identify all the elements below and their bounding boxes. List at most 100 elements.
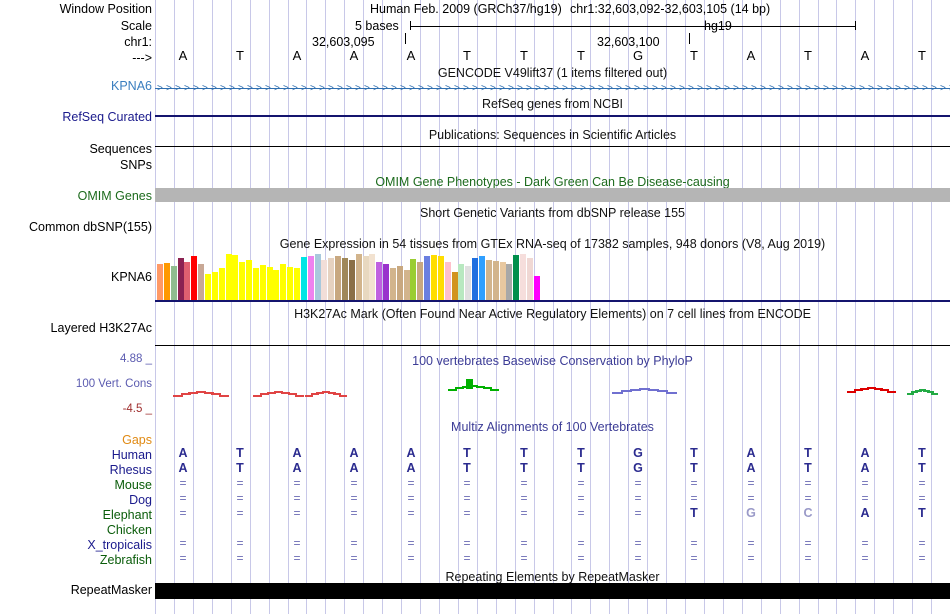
gtex-tissue-bar[interactable] [191,256,197,300]
gtex-tissue-bar[interactable] [273,270,279,300]
gtex-tissue-bar[interactable] [417,262,423,300]
label-common-dbsnp[interactable]: Common dbSNP(155) [29,220,152,234]
label-species-mouse[interactable]: Mouse [114,478,152,492]
label-layered-h3k27ac[interactable]: Layered H3K27Ac [50,321,152,335]
gtex-tissue-bar[interactable] [506,264,512,300]
gtex-tissue-bar[interactable] [534,276,540,300]
gtex-tissue-bar[interactable] [315,254,321,300]
gtex-tissue-bar[interactable] [308,256,314,300]
gtex-tissue-bar[interactable] [301,257,307,300]
gtex-tissue-bar[interactable] [356,254,362,300]
gtex-tissue-bar[interactable] [410,259,416,300]
gtex-tissue-bar[interactable] [328,258,334,300]
gtex-tissue-bar[interactable] [232,255,238,300]
publications-track-line[interactable] [155,146,950,147]
gtex-tissue-bar[interactable] [513,255,519,300]
gtex-tissue-bar[interactable] [369,254,375,300]
label-species-chicken[interactable]: Chicken [106,523,152,537]
gencode-kpna6-transcript[interactable]: > > > > > > > > > > > > > > > > > > > > > > > > > > > > > > > > > > > > > > > >… [155,83,950,94]
gtex-tissue-bar[interactable] [219,268,225,300]
conservation-segment[interactable] [305,389,347,397]
gtex-tissue-bar[interactable] [239,262,245,300]
gtex-tissue-bar[interactable] [383,264,389,300]
repeatmasker-track-title[interactable]: Repeating Elements by RepeatMasker [445,570,660,584]
gtex-tissue-bar[interactable] [157,264,163,300]
multiz-row[interactable]: = = = = = = = = = T G C A T [155,506,950,521]
gtex-tissue-bar[interactable] [280,264,286,300]
phylop-track-title[interactable]: 100 vertebrates Basewise Conservation by… [412,354,693,368]
gtex-tissue-bar[interactable] [397,266,403,300]
gtex-bar-chart[interactable] [155,252,950,300]
gtex-tissue-bar[interactable] [205,274,211,300]
gtex-tissue-bar[interactable] [472,258,478,300]
gtex-tissue-bar[interactable] [486,260,492,300]
gtex-tissue-bar[interactable] [431,255,437,300]
gtex-tissue-bar[interactable] [335,256,341,300]
gtex-tissue-bar[interactable] [520,254,526,300]
conservation-segment[interactable] [612,386,677,394]
label-100-vert-cons[interactable]: 100 Vert. Cons [75,378,152,390]
conservation-segment[interactable] [253,389,304,397]
gtex-tissue-bar[interactable] [342,258,348,300]
multiz-row[interactable]: = = = = = = = = = = = = = = [155,491,950,506]
label-species-rhesus[interactable]: Rhesus [109,463,152,477]
gtex-tissue-bar[interactable] [253,268,259,300]
gtex-tissue-bar[interactable] [294,268,300,300]
gtex-tissue-bar[interactable] [260,265,266,300]
gtex-tissue-bar[interactable] [363,256,369,300]
gtex-tissue-bar[interactable] [349,260,355,300]
multiz-track-title[interactable]: Multiz Alignments of 100 Vertebrates [451,420,654,434]
multiz-row[interactable]: = = = = = = = = = = = = = = [155,476,950,491]
h3k27ac-track-title[interactable]: H3K27Ac Mark (Often Found Near Active Re… [294,307,811,321]
gtex-tissue-bar[interactable] [500,262,506,300]
phylop-conservation-wiggle[interactable] [155,348,950,414]
label-species-zebrafish[interactable]: Zebrafish [99,553,152,567]
gtex-track-title[interactable]: Gene Expression in 54 tissues from GTEx … [279,237,826,251]
label-sequences[interactable]: Sequences [89,142,152,156]
gtex-tissue-bar[interactable] [493,261,499,300]
gtex-tissue-bar[interactable] [404,270,410,300]
conservation-segment[interactable] [847,385,896,393]
conservation-peak-block[interactable] [466,379,473,389]
label-gtex-kpna6[interactable]: KPNA6 [111,270,152,284]
track-data-area[interactable]: Human Feb. 2009 (GRCh37/hg19) chr1:32,60… [155,0,950,614]
refseq-track-line[interactable] [155,115,950,117]
gtex-tissue-bar[interactable] [424,256,430,300]
gencode-track-title[interactable]: GENCODE V49lift37 (1 items filtered out) [437,66,668,80]
label-repeatmasker[interactable]: RepeatMasker [70,583,152,597]
gtex-tissue-bar[interactable] [438,256,444,300]
label-gencode-kpna6[interactable]: KPNA6 [111,79,152,93]
gtex-tissue-bar[interactable] [164,263,170,300]
conservation-segment[interactable] [173,389,229,397]
label-refseq-curated[interactable]: RefSeq Curated [62,110,152,124]
label-species-human[interactable]: Human [111,448,152,462]
label-species-elephant[interactable]: Elephant [102,508,152,522]
gtex-tissue-bar[interactable] [246,260,252,300]
multiz-row[interactable] [155,521,950,536]
gtex-tissue-bar[interactable] [390,268,396,300]
label-snps[interactable]: SNPs [120,158,152,172]
multiz-row[interactable]: = = = = = = = = = = = = = = [155,551,950,566]
omim-track-title[interactable]: OMIM Gene Phenotypes - Dark Green Can Be… [375,175,730,189]
gtex-tissue-bar[interactable] [184,262,190,300]
gtex-tissue-bar[interactable] [287,267,293,300]
gtex-tissue-bar[interactable] [465,266,471,300]
label-species-dog[interactable]: Dog [129,493,152,507]
gtex-tissue-bar[interactable] [452,272,458,300]
multiz-alignment-rows[interactable]: A T A A A T T T G T A T A T A T A A A T T T G T A T A T = = = = = = = = = = = =… [155,446,950,568]
gtex-tissue-bar[interactable] [226,254,232,300]
label-species-xtropicalis[interactable]: X_tropicalis [87,538,152,552]
gtex-tissue-bar[interactable] [267,267,273,300]
gtex-tissue-bar[interactable] [376,262,382,300]
gtex-tissue-bar[interactable] [198,264,204,300]
omim-gene-block[interactable] [155,188,950,202]
gtex-tissue-bar[interactable] [212,272,218,300]
repeatmasker-block[interactable] [155,583,950,599]
gtex-tissue-bar[interactable] [171,266,177,300]
gtex-tissue-bar[interactable] [479,256,485,300]
multiz-row[interactable]: = = = = = = = = = = = = = = [155,536,950,551]
publications-track-title[interactable]: Publications: Sequences in Scientific Ar… [428,128,677,142]
gtex-tissue-bar[interactable] [321,260,327,300]
